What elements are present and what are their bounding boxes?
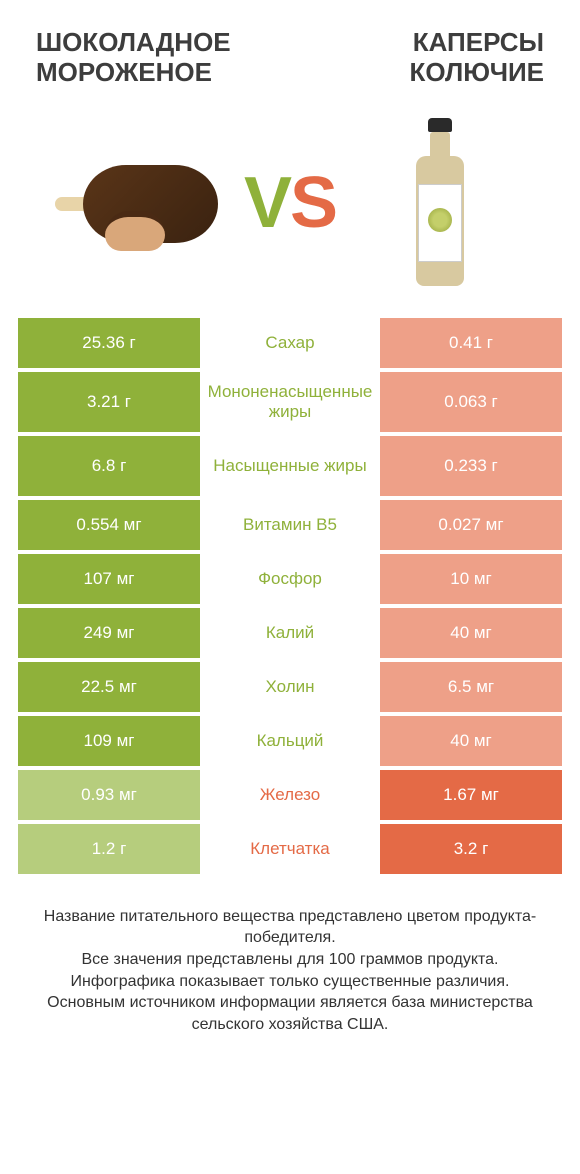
vs-label: VS <box>244 162 336 244</box>
hero-row: VS <box>0 98 580 318</box>
header: ШОКОЛАДНОЕ МОРОЖЕНОЕ КАПЕРСЫ КОЛЮЧИЕ <box>0 0 580 98</box>
cell-left-value: 3.21 г <box>18 372 200 432</box>
cell-right-value: 40 мг <box>380 716 562 766</box>
vs-s: S <box>290 163 336 243</box>
table-row: 0.93 мгЖелезо1.67 мг <box>18 770 562 820</box>
cell-nutrient-label: Сахар <box>200 318 380 368</box>
title-left-line2: МОРОЖЕНОЕ <box>36 58 231 88</box>
cell-nutrient-label: Витамин B5 <box>200 500 380 550</box>
cell-right-value: 6.5 мг <box>380 662 562 712</box>
table-row: 1.2 гКлетчатка3.2 г <box>18 824 562 874</box>
title-right: КАПЕРСЫ КОЛЮЧИЕ <box>410 28 544 88</box>
cell-nutrient-label: Калий <box>200 608 380 658</box>
cell-right-value: 0.063 г <box>380 372 562 432</box>
cell-nutrient-label: Клетчатка <box>200 824 380 874</box>
table-row: 249 мгКалий40 мг <box>18 608 562 658</box>
footnote-text: Название питательного вещества представл… <box>44 908 536 1033</box>
cell-right-value: 1.67 мг <box>380 770 562 820</box>
cell-right-value: 40 мг <box>380 608 562 658</box>
icecream-icon <box>55 153 225 253</box>
cell-left-value: 25.36 г <box>18 318 200 368</box>
cell-nutrient-label: Насыщенные жиры <box>200 436 380 496</box>
table-row: 6.8 гНасыщенные жиры0.233 г <box>18 436 562 496</box>
table-row: 107 мгФосфор10 мг <box>18 554 562 604</box>
product-right-image <box>350 128 530 278</box>
cell-left-value: 22.5 мг <box>18 662 200 712</box>
table-row: 0.554 мгВитамин B50.027 мг <box>18 500 562 550</box>
cell-right-value: 0.233 г <box>380 436 562 496</box>
cell-nutrient-label: Мононенасыщенные жиры <box>200 372 380 432</box>
table-row: 109 мгКальций40 мг <box>18 716 562 766</box>
cell-left-value: 107 мг <box>18 554 200 604</box>
comparison-table: 25.36 гСахар0.41 г3.21 гМононенасыщенные… <box>0 318 580 874</box>
cell-right-value: 3.2 г <box>380 824 562 874</box>
title-right-line1: КАПЕРСЫ <box>410 28 544 58</box>
title-left-line1: ШОКОЛАДНОЕ <box>36 28 231 58</box>
table-row: 22.5 мгХолин6.5 мг <box>18 662 562 712</box>
cell-right-value: 10 мг <box>380 554 562 604</box>
title-left: ШОКОЛАДНОЕ МОРОЖЕНОЕ <box>36 28 231 88</box>
footnote: Название питательного вещества представл… <box>0 878 580 1036</box>
bottle-icon <box>410 118 470 288</box>
vs-v: V <box>244 163 290 243</box>
cell-nutrient-label: Фосфор <box>200 554 380 604</box>
cell-nutrient-label: Холин <box>200 662 380 712</box>
table-row: 25.36 гСахар0.41 г <box>18 318 562 368</box>
cell-nutrient-label: Кальций <box>200 716 380 766</box>
table-row: 3.21 гМононенасыщенные жиры0.063 г <box>18 372 562 432</box>
title-right-line2: КОЛЮЧИЕ <box>410 58 544 88</box>
cell-left-value: 0.554 мг <box>18 500 200 550</box>
cell-right-value: 0.41 г <box>380 318 562 368</box>
cell-right-value: 0.027 мг <box>380 500 562 550</box>
cell-left-value: 1.2 г <box>18 824 200 874</box>
cell-left-value: 0.93 мг <box>18 770 200 820</box>
cell-left-value: 6.8 г <box>18 436 200 496</box>
cell-left-value: 109 мг <box>18 716 200 766</box>
cell-nutrient-label: Железо <box>200 770 380 820</box>
cell-left-value: 249 мг <box>18 608 200 658</box>
product-left-image <box>50 128 230 278</box>
